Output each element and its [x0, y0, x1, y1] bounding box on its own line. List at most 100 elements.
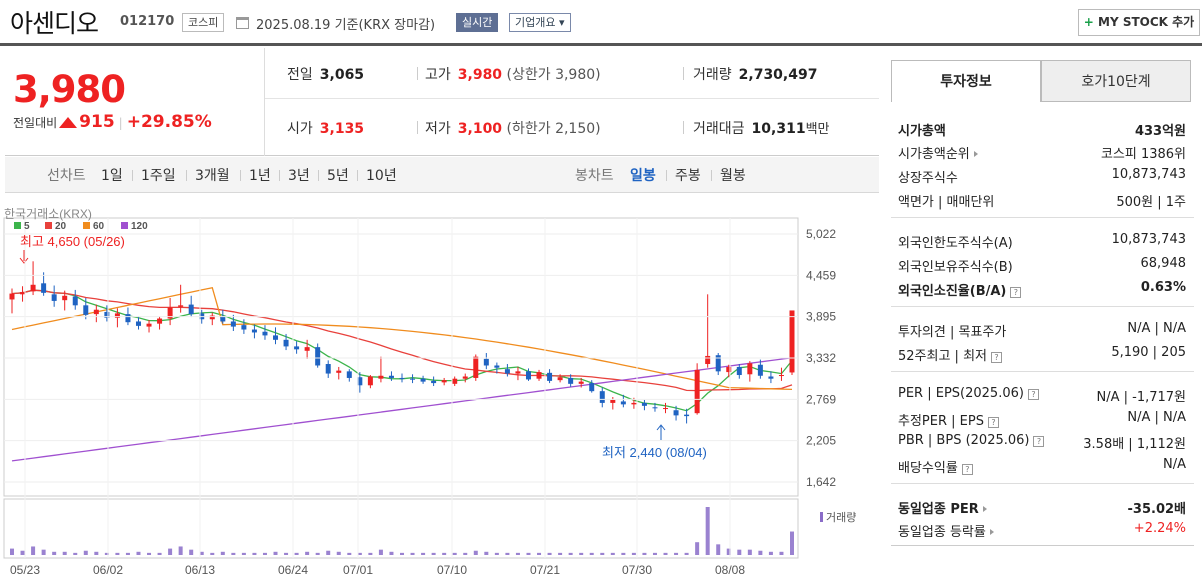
volume-bar — [294, 552, 299, 555]
candle-body — [273, 335, 279, 340]
legend-entry: 20 — [55, 221, 67, 232]
price-chart[interactable]: 5,022 4,459 3,895 3,332 2,769 2,205 1,642 05/2… — [0, 194, 880, 585]
volume-bar — [157, 552, 162, 555]
candle-body — [747, 363, 753, 375]
min-price-annotation: 최저 2,440 (08/04) — [602, 445, 707, 460]
line-chart-label: 선차트 — [47, 168, 86, 184]
volume-bar — [326, 550, 331, 555]
candle-body — [441, 380, 447, 383]
plus-icon: + — [1083, 15, 1099, 29]
help-icon[interactable]: ? — [1027, 389, 1039, 400]
volume-bar — [600, 552, 605, 555]
legend-entry: 60 — [93, 221, 105, 232]
tab-investment-info[interactable]: 투자정보 — [891, 60, 1041, 102]
candle-body — [589, 383, 595, 392]
candle-body — [705, 355, 711, 365]
min-arrow-head — [656, 424, 666, 431]
candle-body — [399, 377, 405, 379]
help-icon[interactable]: ? — [961, 464, 973, 475]
tab-order-book[interactable]: 호가10단계 — [1041, 60, 1191, 102]
volume-bar — [52, 551, 57, 555]
candle-weekly[interactable]: 주봉 — [675, 168, 701, 184]
volume-bar — [410, 552, 415, 555]
legend-swatch — [83, 222, 90, 229]
volume-label: 거래량 — [826, 511, 856, 524]
candle-body — [325, 364, 331, 374]
legend-entry: 120 — [131, 221, 148, 232]
investment-info-panel: 투자정보 호가10단계 시가총액 433억원 시가총액순위 코스피 1386위 상장… — [891, 60, 1194, 546]
period-1y[interactable]: 1년 — [249, 168, 271, 184]
volume-bar — [526, 552, 531, 555]
candle-daily[interactable]: 일봉 — [630, 168, 656, 184]
volume-bar — [547, 552, 552, 555]
candle-body — [304, 347, 310, 351]
period-1w[interactable]: 1주일 — [141, 168, 176, 184]
price-change: 전일대비 915 | +29.85% — [13, 112, 212, 132]
help-icon[interactable]: ? — [991, 352, 1002, 363]
volume-bar — [20, 550, 25, 555]
candle-monthly[interactable]: 월봉 — [720, 168, 746, 184]
y-tick-label: 2,769 — [806, 392, 836, 406]
volume-bar — [41, 549, 46, 555]
period-1d[interactable]: 1일 — [101, 168, 123, 184]
volume-bar — [768, 551, 773, 555]
max-price-annotation: 최고 4,650 (05/26) — [20, 234, 125, 249]
realtime-button[interactable]: 실시간 — [456, 13, 499, 32]
candle-body — [230, 321, 236, 327]
candle-body — [283, 339, 289, 347]
volume-bar — [357, 552, 362, 555]
stock-code: 012170 — [120, 14, 175, 29]
volume-bar — [705, 507, 710, 555]
candle-body — [157, 318, 163, 324]
y-tick-label: 2,205 — [806, 434, 836, 448]
volume-bar — [220, 551, 225, 555]
candle-body — [663, 408, 669, 410]
candle-chart-label: 봉차트 — [575, 168, 614, 184]
period-5y[interactable]: 5년 — [327, 168, 349, 184]
volume-bar — [642, 552, 647, 555]
help-icon[interactable]: ? — [1033, 436, 1045, 447]
candle-body — [209, 315, 215, 320]
volume-bar — [284, 552, 289, 555]
volume-bar — [168, 548, 173, 555]
volume-bar — [558, 552, 563, 555]
volume-bar — [199, 551, 204, 555]
volume-bar — [262, 552, 267, 555]
candle-body — [241, 325, 247, 330]
help-icon[interactable]: ? — [987, 417, 999, 428]
x-tick-label: 08/08 — [715, 563, 745, 577]
add-my-stock-button[interactable]: + MY STOCK 추가 — [1078, 9, 1200, 36]
max-arrow-head — [19, 257, 29, 264]
volume-bar — [674, 552, 679, 555]
volume-bar — [452, 552, 457, 555]
candle-body — [620, 401, 626, 405]
volume-bar — [484, 551, 489, 555]
chart-svg[interactable]: 5,022 4,459 3,895 3,332 2,769 2,205 1,642 05/2… — [0, 194, 880, 585]
legend-swatch — [14, 222, 21, 229]
volume-bar — [252, 552, 257, 555]
candle-body — [114, 313, 120, 318]
candle-body — [673, 410, 679, 416]
period-10y[interactable]: 10년 — [366, 168, 397, 184]
period-3m[interactable]: 3개월 — [195, 168, 230, 184]
volume-bar — [473, 550, 478, 555]
candle-body — [641, 402, 647, 406]
calendar-icon — [236, 17, 249, 29]
volume-bar — [790, 531, 794, 555]
volume-bar — [494, 552, 499, 555]
volume-bar — [589, 552, 594, 555]
change-label: 전일대비 — [13, 116, 58, 130]
volume-bar — [178, 546, 183, 555]
period-3y[interactable]: 3년 — [288, 168, 310, 184]
company-overview-dropdown[interactable]: 기업개요 ▾ — [509, 13, 571, 32]
price-summary: 3,980 전일대비 915 | +29.85% 전일 3,065 고가 3,980 (상… — [5, 48, 879, 156]
legend-swatch — [121, 222, 128, 229]
volume-bar — [241, 552, 246, 555]
volume-bar — [442, 552, 447, 555]
y-tick-label: 1,642 — [806, 475, 836, 489]
volume-bar — [684, 552, 689, 555]
help-icon[interactable]: ? — [1010, 287, 1022, 298]
candle-body — [599, 391, 605, 403]
x-tick-label: 06/02 — [93, 563, 123, 577]
volume-bar — [779, 551, 784, 555]
